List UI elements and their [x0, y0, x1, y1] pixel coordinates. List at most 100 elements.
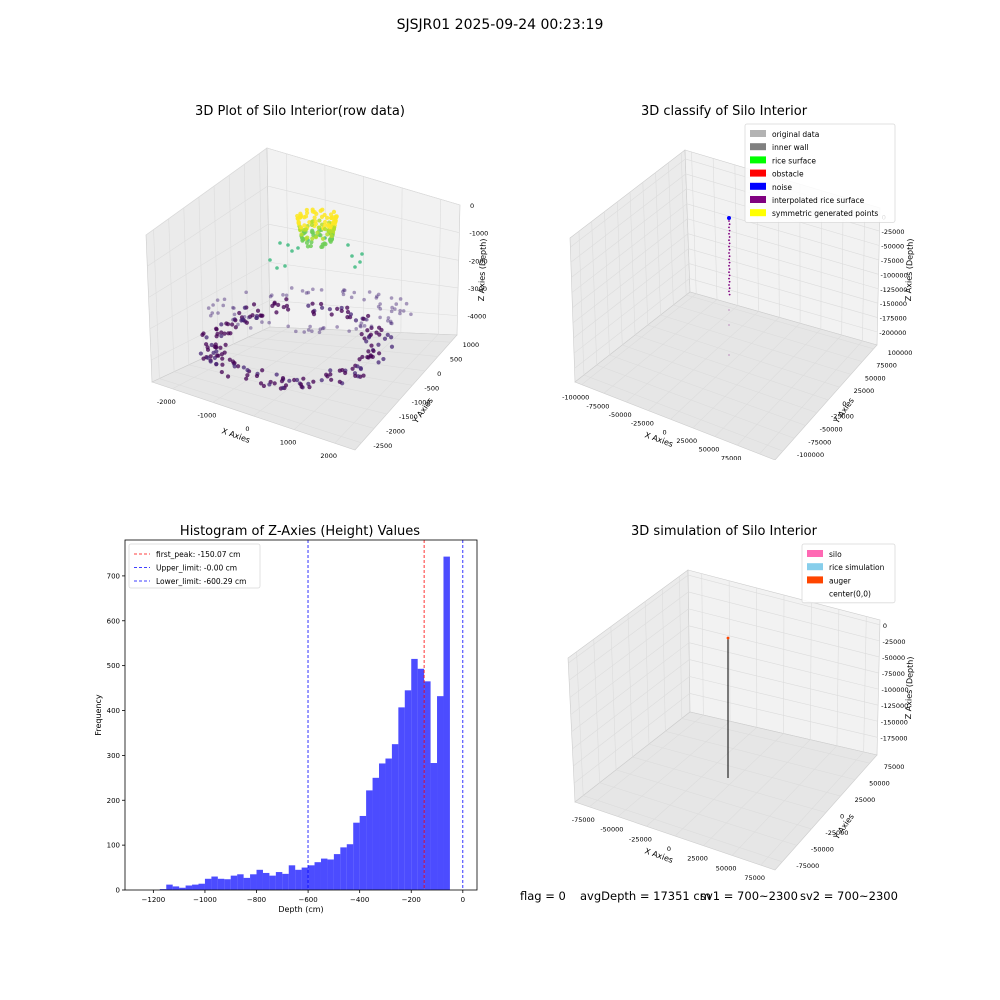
panel2-legend-swatch	[750, 182, 766, 190]
panel3-ytick-label: 500	[107, 662, 120, 670]
panel1-data-point	[272, 381, 277, 386]
panel1-ytick-label: -500	[424, 384, 439, 392]
panel1-data-point	[337, 368, 342, 373]
panel1-data-point	[369, 343, 374, 348]
panel1-data-point	[204, 342, 209, 347]
panel1-data-point	[244, 290, 248, 295]
panel1-ygrid	[218, 350, 413, 386]
panel2-interpolated-point	[728, 309, 730, 311]
panel1-data-point	[313, 234, 319, 240]
panel1-data-point	[298, 382, 304, 387]
panel1-data-point	[382, 336, 388, 341]
panel1-ztick-label: -3000	[468, 285, 487, 293]
panel4-auger-marker	[726, 636, 730, 640]
panel1-data-point	[328, 215, 334, 221]
panel3-histogram-bar	[391, 744, 399, 890]
panel2-xgrid	[603, 299, 718, 394]
panel3-histogram-bar	[198, 883, 205, 890]
panel1-data-point	[358, 324, 363, 328]
panel4-ytick-label: -75000	[796, 862, 819, 870]
panel2-ztick-label: -200000	[879, 329, 906, 337]
panel1-data-point	[281, 293, 285, 297]
panel2-ygrid	[673, 304, 863, 362]
panel1-data-point	[280, 385, 286, 390]
panel1-data-point	[368, 353, 373, 358]
panel1-data-point	[302, 330, 307, 334]
panel2-ztick-label: -75000	[881, 257, 904, 265]
panel1-data-point	[389, 296, 394, 300]
panel2-xgrid	[714, 328, 822, 437]
panel3-ytick-label: 200	[107, 797, 120, 805]
panel2-xtick-label: 75000	[721, 454, 742, 460]
panel1-data-point	[310, 230, 315, 235]
panel2-ztick-label: -125000	[880, 286, 907, 294]
panel4-ztick-label: -50000	[882, 654, 905, 662]
panel1-ztick-label: -4000	[467, 313, 486, 321]
panel3-legend-label: Lower_limit: -600.29 cm	[156, 577, 246, 586]
panel1-data-point	[230, 359, 236, 364]
panel2-zgrid-left	[570, 173, 687, 263]
panel1-data-point	[254, 373, 260, 379]
panel1-xtick-label: 1000	[280, 439, 297, 447]
panel2-interpolated-point	[728, 290, 730, 293]
panel1-zgrid-left	[150, 300, 270, 361]
panel2-interpolated-point	[728, 245, 730, 248]
panel1-data-point	[246, 315, 251, 320]
panel1-data-point	[310, 301, 315, 306]
panel1-data-point	[357, 357, 362, 362]
panel1-data-point	[311, 311, 317, 317]
panel3-yaxis-label: Frequency	[94, 694, 103, 736]
panel3-legend-label: Upper_limit: -0.00 cm	[156, 564, 237, 573]
panel1-data-point	[219, 333, 224, 339]
panel1-data-point	[331, 227, 336, 232]
panel3-histogram-bar	[301, 867, 309, 890]
panel1-data-point	[322, 212, 327, 218]
panel2-legend-swatch	[750, 209, 766, 217]
panel3-histogram-bar	[359, 815, 367, 890]
panel2-ztick-label: -25000	[881, 228, 904, 236]
panel1-zgrid-left	[147, 185, 268, 267]
panel4-zgrid-left	[573, 676, 690, 767]
panel1-data-point	[361, 316, 366, 321]
panel1-data-point	[310, 329, 314, 334]
panel1-data-point	[245, 373, 250, 378]
panel1-data-point	[275, 266, 279, 270]
panel1-data-point	[361, 373, 366, 378]
panel2-interpolated-point	[728, 277, 730, 280]
panel2-legend-label: noise	[772, 183, 792, 192]
panel4-zgrid	[689, 659, 879, 706]
panel2-zgrid-left	[570, 158, 686, 248]
panel4-ygrid	[615, 769, 812, 830]
panel1-data-point	[276, 302, 281, 308]
panel3-xaxis-label: Depth (cm)	[278, 905, 323, 914]
panel3-ytick-label: 700	[107, 572, 120, 580]
panel4-legend-label: center(0,0)	[829, 590, 871, 599]
panel1-data-point	[233, 325, 238, 330]
panel1-data-point	[269, 293, 274, 298]
panel4-xgrid-wall	[863, 616, 867, 752]
panel1-data-point	[355, 364, 360, 369]
panel1-data-point	[328, 212, 334, 217]
panel1-data-point	[211, 350, 216, 356]
panel1-data-point	[353, 373, 358, 378]
panel1-data-point	[215, 331, 220, 336]
panel3-xtick-label: −200	[402, 896, 421, 904]
panel2-interpolated-point	[728, 284, 730, 286]
panel2-interpolated-point	[728, 223, 731, 226]
panel1-data-point	[375, 294, 379, 299]
panel1-data-point	[348, 312, 354, 317]
panel2-interpolated-point	[728, 280, 731, 283]
panel1-data-point	[389, 309, 394, 314]
panel4-zgrid	[688, 642, 879, 690]
panel4-zgrid-left	[573, 693, 690, 784]
panel1-data-point	[345, 314, 350, 320]
panel4-ygrid-wall	[644, 601, 650, 745]
panel3-histogram-bar	[333, 854, 341, 890]
panel1-data-point	[281, 304, 286, 310]
panel1-ztick-label: -2000	[469, 257, 488, 265]
panel1-data-point	[360, 252, 364, 256]
panel1-data-point	[315, 230, 320, 235]
panel2-ygrid	[609, 354, 806, 426]
panel1-data-point	[322, 219, 328, 225]
panel3-histogram-bar	[404, 690, 412, 890]
